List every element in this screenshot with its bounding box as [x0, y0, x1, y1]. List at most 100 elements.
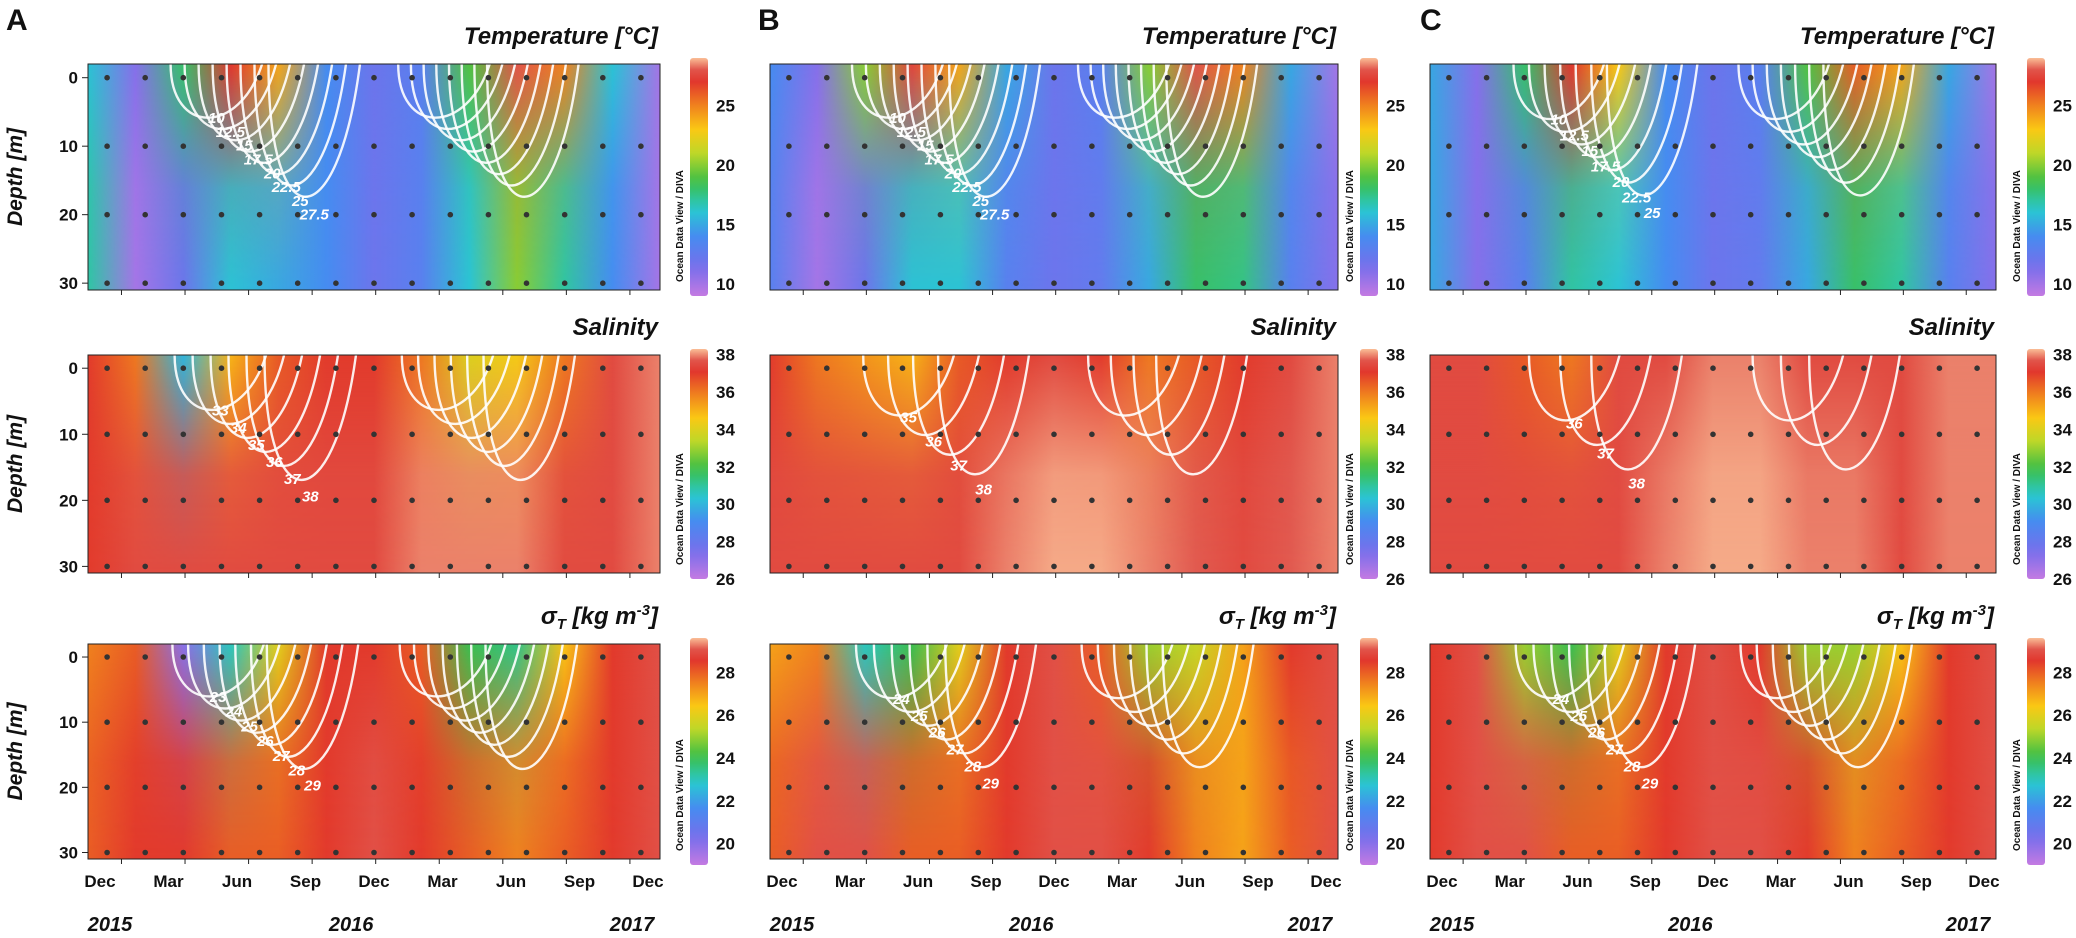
sample-point — [1974, 211, 1980, 218]
contour-line — [1076, 63, 1171, 119]
sample-point — [1823, 431, 1829, 438]
contour-line — [1161, 643, 1255, 769]
sample-point — [786, 365, 792, 372]
sample-point — [1634, 563, 1641, 570]
sample-point — [975, 365, 982, 372]
sample-point — [975, 719, 982, 725]
contour-line — [1574, 63, 1668, 171]
sample-point — [1278, 497, 1284, 504]
sample-point — [1634, 74, 1641, 81]
sample-point — [899, 280, 906, 287]
sample-point — [1898, 654, 1905, 660]
colorbar-tick-label: 25 — [1386, 97, 1405, 116]
sample-point — [142, 143, 148, 149]
sample-point — [561, 280, 568, 287]
sample-point — [1710, 211, 1716, 218]
sample-point — [1051, 211, 1057, 218]
sample-point — [447, 431, 454, 438]
sample-point — [1483, 365, 1490, 372]
sample-point — [975, 784, 982, 791]
sample-point — [523, 211, 530, 218]
contour-line — [186, 643, 281, 710]
sample-point — [786, 431, 792, 438]
sample-point — [1089, 143, 1095, 149]
contour-line — [1804, 643, 1897, 755]
sample-point — [256, 74, 263, 81]
contour-line — [1152, 63, 1246, 187]
sample-point — [1597, 719, 1603, 725]
sample-point — [1051, 280, 1057, 287]
sample-point — [1559, 74, 1565, 81]
sample-point — [142, 654, 148, 660]
sample-point — [824, 654, 830, 660]
sample-point — [1823, 563, 1829, 570]
sample-point — [1747, 431, 1754, 438]
sample-point — [1089, 563, 1095, 570]
sample-point — [786, 497, 792, 504]
sample-point — [1278, 654, 1284, 660]
sample-point — [1483, 784, 1490, 791]
sample-point — [975, 74, 982, 81]
sample-point — [294, 74, 301, 81]
sample-point — [937, 143, 944, 149]
sample-point — [1278, 431, 1284, 438]
sample-point — [1747, 497, 1754, 504]
sample-point — [1013, 431, 1019, 438]
sample-point — [1446, 497, 1452, 504]
sample-point — [1634, 431, 1641, 438]
sample-point — [447, 784, 454, 791]
sample-point — [1634, 143, 1641, 149]
sample-point — [447, 654, 454, 660]
sample-point — [1089, 654, 1095, 660]
sample-point — [975, 143, 982, 149]
contour-line — [936, 354, 1031, 476]
sample-point — [786, 211, 792, 218]
contour-line — [1751, 63, 1845, 133]
sample-point — [1634, 654, 1641, 660]
sample-point — [1013, 365, 1019, 372]
sample-point — [899, 563, 906, 570]
sample-point — [1936, 365, 1943, 372]
sample-point — [485, 74, 492, 81]
sample-point — [256, 280, 263, 287]
sample-point — [1316, 654, 1322, 660]
sample-point — [1051, 784, 1057, 791]
year-label: 2015 — [1429, 914, 1475, 936]
sample-point — [975, 280, 982, 287]
sample-point — [447, 211, 454, 218]
colorbar-tick-label: 38 — [716, 346, 735, 365]
sample-point — [1089, 497, 1095, 504]
contour-line — [225, 63, 320, 164]
sample-point — [1483, 849, 1490, 856]
sample-point — [899, 74, 906, 81]
sample-point — [1672, 497, 1679, 504]
depth-tick-label: 30 — [59, 274, 78, 293]
sample-point — [1785, 74, 1792, 81]
sample-point — [447, 143, 454, 149]
sample-point — [861, 784, 868, 791]
contour-line — [892, 63, 986, 153]
sample-point — [1823, 280, 1829, 287]
sample-point — [218, 654, 225, 660]
sample-point — [899, 365, 906, 372]
contour-label: 29 — [1641, 775, 1659, 792]
sample-point — [294, 654, 301, 660]
sample-point — [1974, 784, 1980, 791]
sample-point — [409, 431, 415, 438]
sample-point — [1316, 143, 1322, 149]
month-label: Jun — [1562, 872, 1592, 891]
sample-point — [1316, 211, 1322, 218]
contour-line — [1603, 643, 1697, 769]
sample-point — [1861, 74, 1867, 81]
odv-watermark: Ocean Data View / DIVA — [675, 170, 686, 282]
colorbar-tick-label: 36 — [716, 383, 735, 402]
sample-point — [180, 849, 187, 856]
sample-point — [1051, 563, 1057, 570]
contour-line — [1808, 63, 1901, 184]
sample-point — [1164, 719, 1171, 725]
odv-watermark: Ocean Data View / DIVA — [2012, 170, 2023, 282]
sample-point — [1823, 784, 1829, 791]
sample-point — [104, 563, 110, 570]
sample-point — [1240, 849, 1247, 856]
